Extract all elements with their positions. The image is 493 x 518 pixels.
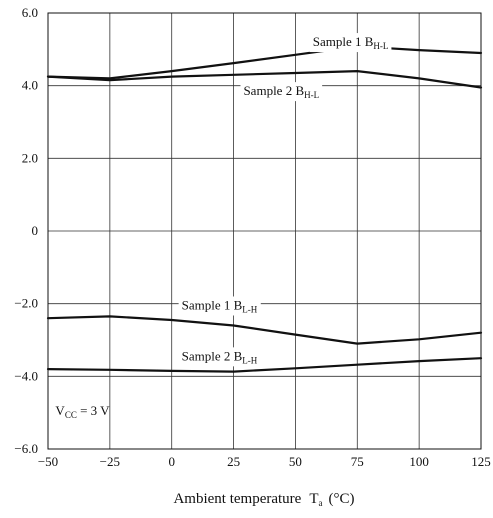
vcc-subscript: CC xyxy=(65,410,77,420)
x-tick-label-50: −50 xyxy=(38,454,58,469)
y-tick-label-4-0: 4.0 xyxy=(22,78,38,93)
series-label-bg xyxy=(178,347,261,367)
y-tick-label-4-0: −4.0 xyxy=(14,368,38,383)
x-axis-unit: (°C) xyxy=(329,491,355,507)
x-tick-label-100: 100 xyxy=(409,454,429,469)
y-tick-label-0: 0 xyxy=(32,223,39,238)
series-layer xyxy=(46,45,483,373)
x-axis-title: Ambient temperature Ta (°C) xyxy=(173,491,354,508)
series-label-text: Sample 2 BL-H xyxy=(182,348,258,365)
tick-labels: −50 −25 0 25 50 75 100 125 6.0 4.0 2.0 0 −2.0 −4.0 −6.… xyxy=(14,5,490,469)
y-tick-label-2-0: 2.0 xyxy=(22,150,38,165)
series-label-subscript: L-H xyxy=(242,304,257,314)
series-line-sample-1-b-l-h xyxy=(46,315,483,345)
series-label-subscript: L-H xyxy=(242,355,257,365)
vcc-annotation: VCC = 3 V xyxy=(55,403,110,420)
plot-frame xyxy=(47,12,482,450)
series-label-text: Sample 1 BL-H xyxy=(182,297,258,314)
series-label-bg xyxy=(240,82,323,102)
series-label-subscript: H-L xyxy=(304,90,319,100)
series-label-main: Sample 1 B xyxy=(313,34,374,49)
series-label-bg xyxy=(309,33,392,53)
series-label-text: Sample 2 BH-L xyxy=(243,83,319,100)
grid xyxy=(48,13,481,449)
x-axis-symbol-subscript: a xyxy=(319,498,323,508)
y-tick-label-2-0: −2.0 xyxy=(14,296,38,311)
series-label-subscript: H-L xyxy=(373,41,388,51)
x-tick-label-50: 50 xyxy=(289,454,302,469)
x-tick-label-25: 25 xyxy=(227,454,240,469)
vcc-value: = 3 V xyxy=(77,403,110,418)
series-line-sample-2-b-l-h xyxy=(46,357,483,373)
x-axis-label: Ambient temperature xyxy=(173,491,301,507)
vcc-symbol: V xyxy=(55,403,65,418)
series-label-sample-1-b-l-h: Sample 1 BL-H xyxy=(178,296,261,316)
x-tick-label-125: 125 xyxy=(471,454,491,469)
series-label-sample-2-b-l-h: Sample 2 BL-H xyxy=(178,347,261,367)
series-label-main: Sample 2 B xyxy=(243,83,304,98)
x-tick-label-75: 75 xyxy=(351,454,364,469)
series-label-main: Sample 1 B xyxy=(182,297,243,312)
y-tick-label-6-0: −6.0 xyxy=(14,441,38,456)
series-label-sample-1-b-h-l: Sample 1 BH-L xyxy=(309,33,392,53)
x-tick-label-25: −25 xyxy=(100,454,120,469)
series-label-sample-2-b-h-l: Sample 2 BH-L xyxy=(240,82,323,102)
x-axis-symbol: T xyxy=(309,491,318,507)
series-label-text: Sample 1 BH-L xyxy=(313,34,389,51)
series-line-sample-2-b-h-l xyxy=(46,69,483,89)
series-label-bg xyxy=(178,296,261,316)
series-line-sample-1-b-h-l xyxy=(46,45,483,80)
series-label-main: Sample 2 B xyxy=(182,348,243,363)
y-tick-label-6-0: 6.0 xyxy=(22,5,38,20)
x-tick-label-0: 0 xyxy=(168,454,175,469)
